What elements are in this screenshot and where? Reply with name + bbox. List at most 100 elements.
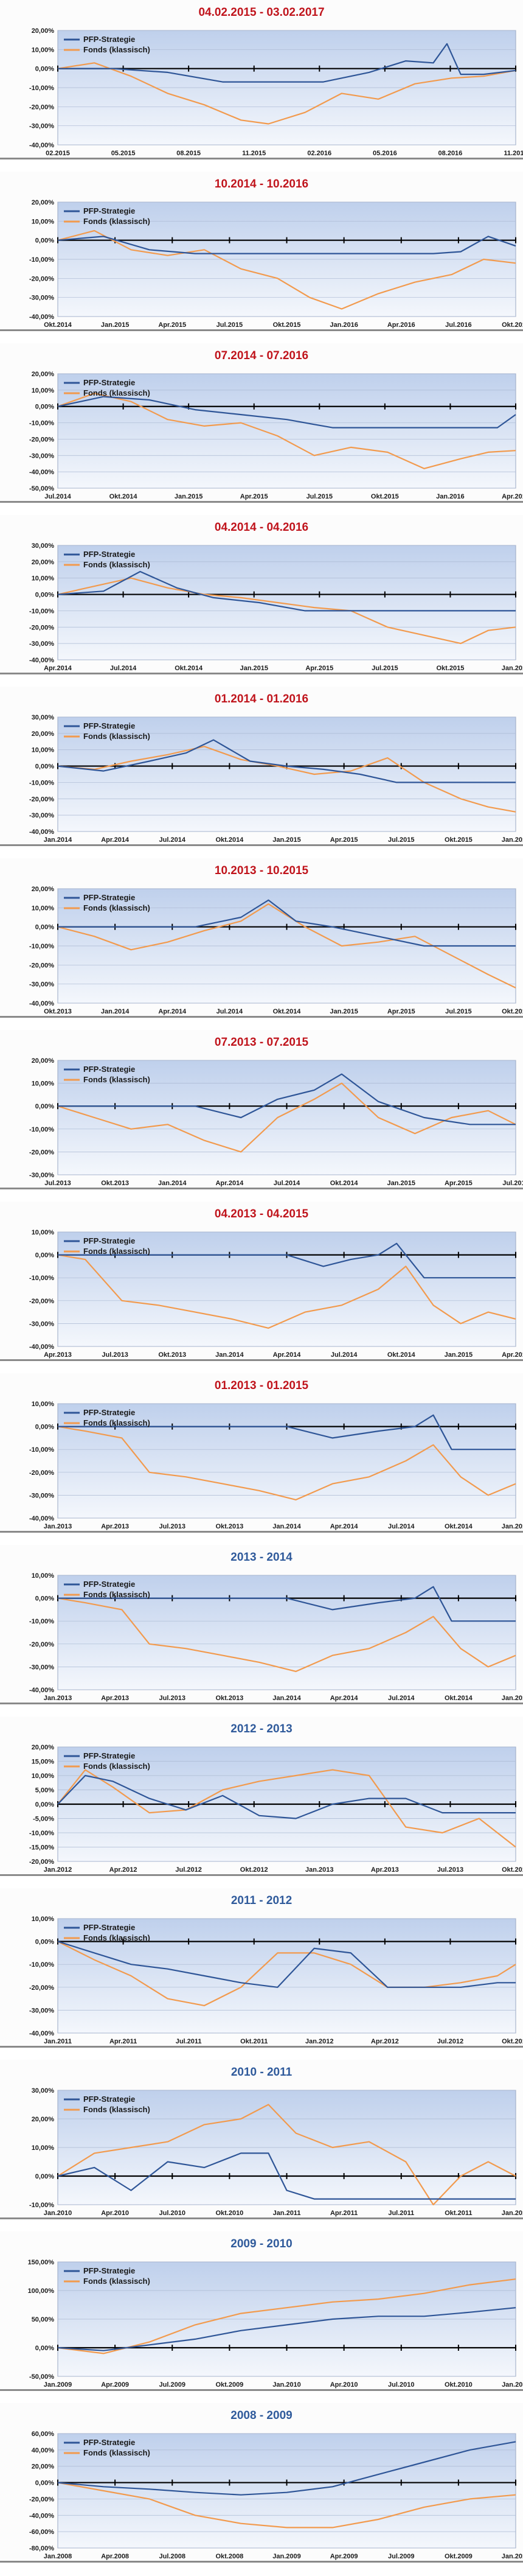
y-tick-label: 60,00% xyxy=(32,2431,55,2438)
chart-panel: 2013 - 2014 10,00% 0,00% -10,00% -20,00% -30,… xyxy=(0,1545,523,1704)
y-tick-label: -40,00% xyxy=(29,657,54,664)
x-tick-label: Jan.2014 xyxy=(101,1008,130,1015)
x-tick-label: Jul.2013 xyxy=(44,1180,71,1187)
x-tick-label: Apr.2009 xyxy=(330,2553,358,2560)
x-tick-label: Okt.2014 xyxy=(387,1351,416,1359)
plot-area xyxy=(57,1060,516,1175)
y-tick-label: -40,00% xyxy=(29,142,54,149)
y-tick-label: -30,00% xyxy=(29,640,54,648)
y-tick-label: -30,00% xyxy=(29,123,54,130)
y-tick-label: -30,00% xyxy=(29,812,54,819)
x-tick-label: Apr.2009 xyxy=(101,2381,129,2389)
x-tick-label: Okt.2011 xyxy=(445,2210,472,2217)
x-tick-label: Okt.2010 xyxy=(445,2381,473,2389)
y-tick-label: -50,00% xyxy=(29,485,54,492)
y-tick-label: 20,00% xyxy=(32,559,55,566)
x-tick-label: Jan.2014 xyxy=(215,1351,244,1359)
chart-svg: 20,00% 10,00% 0,00% -10,00% -20,00% -30,00% -4… xyxy=(29,27,523,157)
legend-label: PFP-Strategie xyxy=(83,1751,135,1760)
y-tick-label: 10,00% xyxy=(32,1401,55,1408)
series-line-pfp-strategie xyxy=(57,2307,516,2351)
x-tick-label: Jul.2014 xyxy=(388,1695,415,1702)
x-tick-label: Okt.2012 xyxy=(502,2038,523,2045)
x-tick-label: Okt.2015 xyxy=(445,836,473,844)
series-line-fonds xyxy=(57,1426,516,1500)
legend-label: PFP-Strategie xyxy=(83,1236,135,1245)
chart-title: 01.2014 - 01.2016 xyxy=(214,693,309,705)
x-tick-label: Apr.2015 xyxy=(305,665,333,672)
x-tick-label: Okt.2013 xyxy=(158,1351,186,1359)
y-tick-label: 20,00% xyxy=(32,886,55,893)
y-tick-label: 10,00% xyxy=(32,218,55,225)
x-tick-label: Jan.2016 xyxy=(502,836,523,844)
plot-area xyxy=(57,545,516,660)
x-tick-label: Jul.2015 xyxy=(216,321,243,329)
x-tick-label: Jul.2015 xyxy=(445,1008,471,1015)
x-tick-label: Okt.2014 xyxy=(44,321,72,329)
y-tick-label: -20,00% xyxy=(29,2496,54,2503)
chart-panel: 07.2014 - 07.2016 20,00% 10,00% 0,00% -10,00… xyxy=(0,343,523,503)
y-tick-label: -30,00% xyxy=(29,295,54,302)
x-tick-label: Jan.2015 xyxy=(502,1523,523,1530)
x-tick-label: Jul.2015 xyxy=(388,836,414,844)
chart-title: 10.2014 - 10.2016 xyxy=(214,178,309,191)
x-tick-label: Apr.2012 xyxy=(109,1866,137,1874)
y-tick-label: -40,00% xyxy=(29,313,54,321)
x-tick-label: Jul.2013 xyxy=(159,1523,185,1530)
y-tick-label: 0,00% xyxy=(35,1252,54,1259)
y-tick-label: -10,00% xyxy=(29,1126,54,1133)
y-tick-label: -20,00% xyxy=(29,436,54,443)
legend-label: Fonds (klassisch) xyxy=(83,1075,150,1084)
x-tick-label: 02.2016 xyxy=(307,150,331,157)
y-tick-label: 20,00% xyxy=(32,371,55,378)
y-tick-label: 10,00% xyxy=(32,2144,55,2152)
x-tick-label: Okt.2013 xyxy=(44,1008,72,1015)
legend-label: PFP-Strategie xyxy=(83,2095,135,2104)
y-tick-label: 20,00% xyxy=(32,2463,55,2471)
x-tick-label: Jul.2014 xyxy=(216,1008,243,1015)
y-tick-label: -30,00% xyxy=(29,1492,54,1499)
x-tick-label: Okt.2008 xyxy=(215,2553,243,2560)
series-line-pfp-strategie xyxy=(58,1586,516,1622)
x-tick-label: Okt.2013 xyxy=(101,1180,129,1187)
x-tick-label: Apr.2011 xyxy=(109,2038,137,2045)
x-tick-label: Apr.2013 xyxy=(101,1523,129,1530)
y-tick-label: -10,00% xyxy=(29,607,54,615)
y-tick-label: 0,00% xyxy=(35,2345,54,2352)
x-tick-label: Apr.2014 xyxy=(330,1523,359,1530)
legend-label: Fonds (klassisch) xyxy=(83,1590,150,1599)
x-tick-label: Jul.2010 xyxy=(159,2210,185,2217)
x-tick-label: Okt.2014 xyxy=(175,665,203,672)
y-tick-label: -40,00% xyxy=(29,828,54,836)
y-tick-label: -30,00% xyxy=(29,1320,54,1328)
y-tick-label: -80,00% xyxy=(29,2545,54,2552)
y-tick-label: -20,00% xyxy=(29,1858,54,1866)
y-tick-label: 10,00% xyxy=(32,747,55,754)
y-tick-label: -20,00% xyxy=(29,1298,54,1305)
x-tick-label: Jul.2014 xyxy=(110,665,137,672)
legend-label: PFP-Strategie xyxy=(83,2266,135,2275)
x-tick-label: Apr.2016 xyxy=(387,321,415,329)
legend-label: Fonds (klassisch) xyxy=(83,1762,150,1771)
x-tick-label: Jul.2016 xyxy=(445,321,471,329)
chart-title: 2011 - 2012 xyxy=(230,1894,293,1907)
x-tick-label: Jul.2014 xyxy=(388,1523,415,1530)
x-tick-label: Apr.2014 xyxy=(44,665,72,672)
x-tick-label: 02.2015 xyxy=(46,150,70,157)
y-tick-label: 15,00% xyxy=(32,1759,55,1766)
y-tick-label: 0,00% xyxy=(35,592,54,599)
y-tick-label: -30,00% xyxy=(29,452,54,460)
chart-title: 04.2014 - 04.2016 xyxy=(214,521,309,534)
x-tick-label: Jan.2011 xyxy=(273,2210,301,2217)
legend-label: Fonds (klassisch) xyxy=(83,2448,150,2457)
y-tick-label: -30,00% xyxy=(29,1664,54,1671)
x-tick-label: Apr.2012 xyxy=(371,2038,399,2045)
series-line-pfp-strategie xyxy=(57,396,516,429)
y-tick-label: 0,00% xyxy=(35,1103,54,1110)
chart-svg: 60,00% 40,00% 20,00% 0,00% -20,00% -40,00% -60… xyxy=(29,2431,523,2560)
series-line-fonds xyxy=(57,62,516,125)
x-tick-label: Jan.2013 xyxy=(305,1866,333,1874)
y-tick-label: 10,00% xyxy=(32,905,55,912)
y-tick-label: -20,00% xyxy=(29,1149,54,1156)
y-tick-label: -20,00% xyxy=(29,1984,54,1992)
